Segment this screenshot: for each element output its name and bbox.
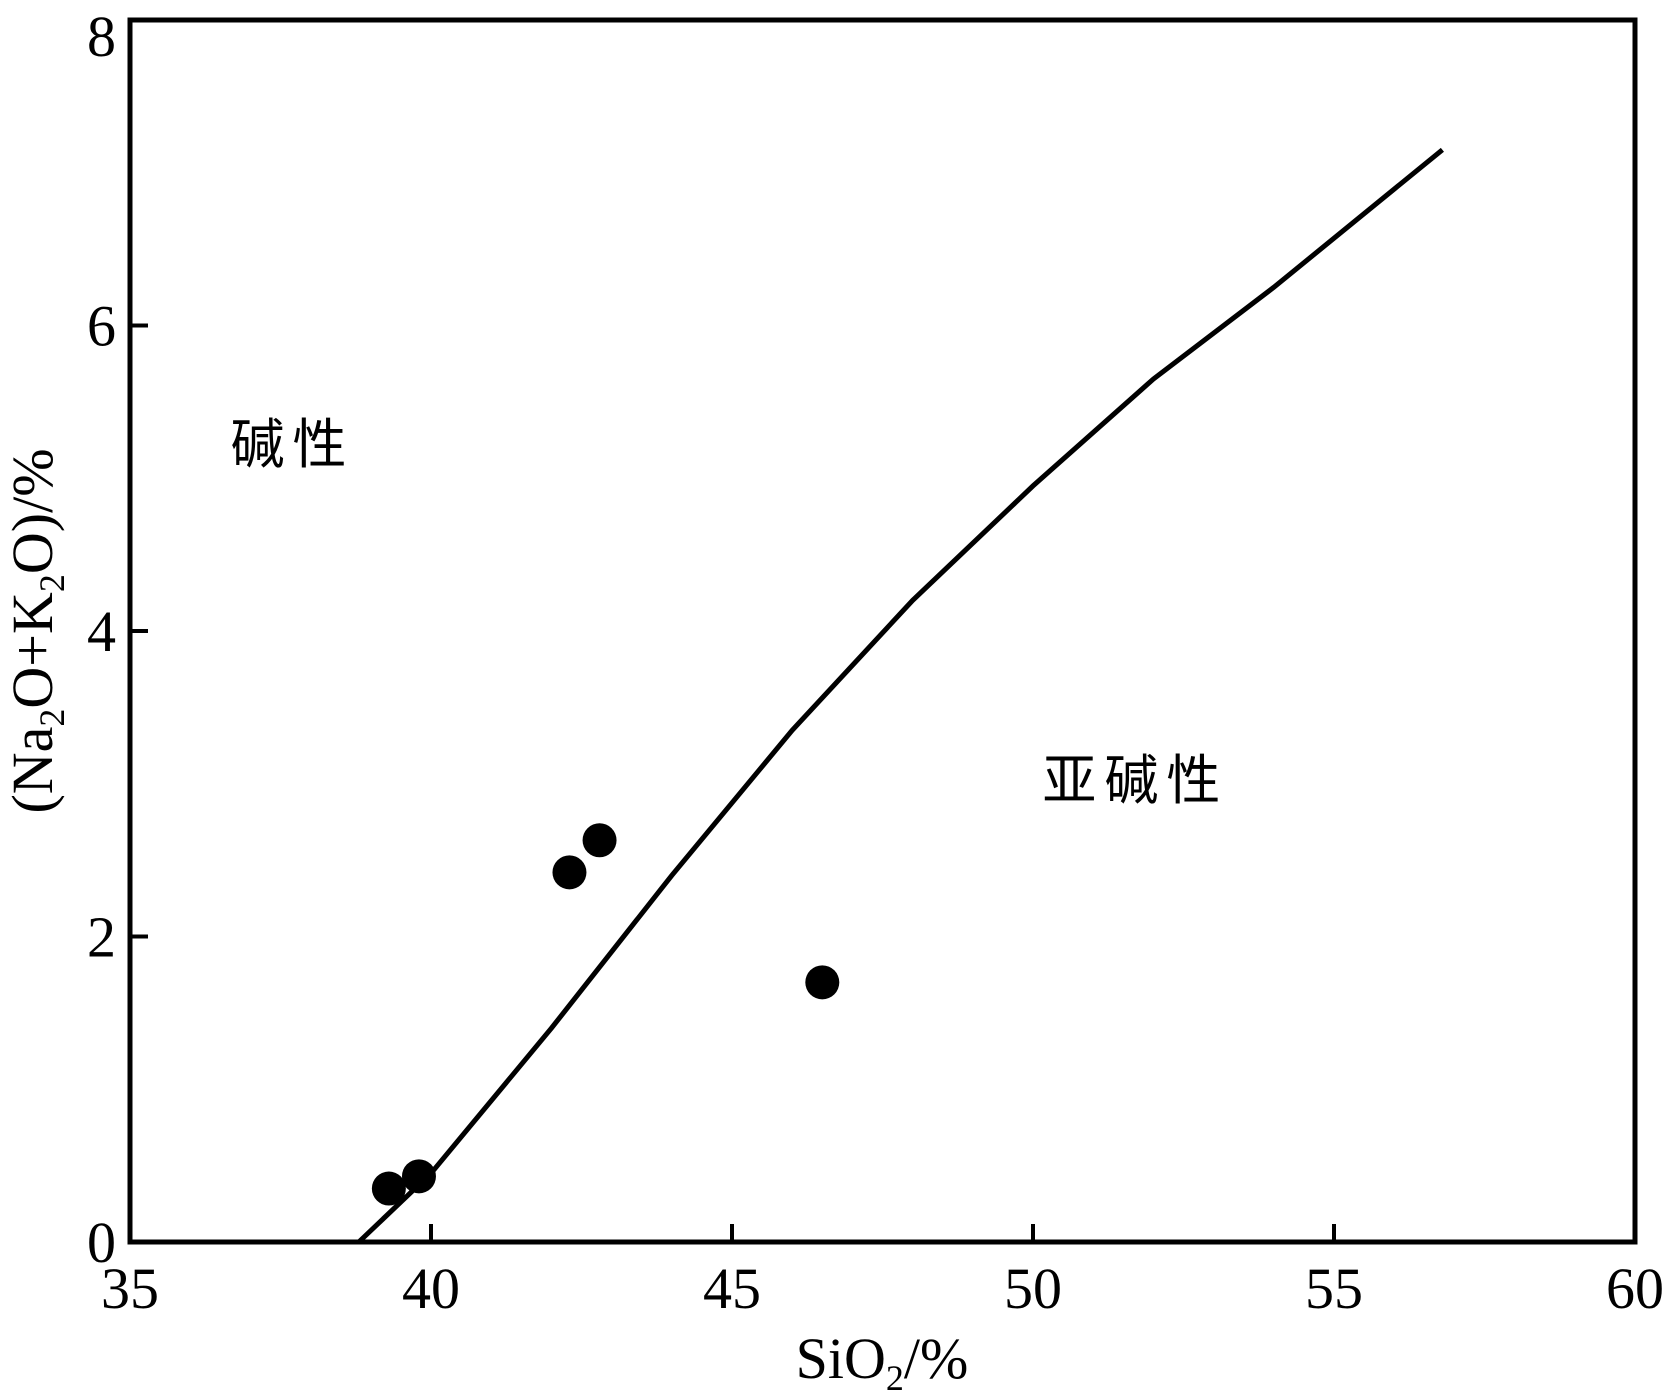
ticks	[128, 18, 1637, 1244]
data-point	[582, 823, 617, 858]
data-point	[401, 1159, 436, 1194]
y-axis-label-part-1: (Na	[0, 727, 65, 814]
x-tick-label: 40	[402, 1256, 460, 1321]
region-label: 亚碱性	[1042, 749, 1228, 812]
y-tick-label: 8	[87, 4, 116, 69]
x-axis-label-suffix: /%	[904, 1326, 968, 1391]
x-axis-label-sub: 2	[886, 1358, 904, 1393]
y-tick-label: 6	[87, 294, 116, 359]
x-tick-label: 55	[1305, 1256, 1363, 1321]
y-axis-label-part-2: O+K	[0, 592, 65, 709]
y-tick-label: 4	[87, 599, 116, 664]
x-tick-label: 35	[101, 1256, 159, 1321]
data-point	[805, 965, 840, 1000]
boundary-line	[357, 147, 1444, 1244]
data-points	[371, 823, 840, 1206]
tick-labels: 35 40 45 50 55 60 0 2 4 6 8	[87, 4, 1664, 1321]
y-tick-label: 0	[87, 1210, 116, 1275]
region-label: 碱性	[231, 413, 355, 476]
data-point	[371, 1171, 406, 1206]
x-tick-label: 45	[703, 1256, 761, 1321]
y-axis-label-part-3: O)/%	[0, 448, 65, 574]
y-axis-label: (Na2O+K2O)/%	[0, 448, 72, 813]
y-tick-label: 2	[87, 905, 116, 970]
y-axis-label-sub-2: 2	[32, 574, 72, 592]
x-axis-label-main: SiO	[796, 1326, 886, 1391]
data-point	[552, 855, 587, 890]
x-tick-label: 50	[1004, 1256, 1062, 1321]
x-axis-label: SiO2/%	[796, 1326, 969, 1393]
x-tick-label: 60	[1606, 1256, 1664, 1321]
y-axis-label-sub-1: 2	[32, 709, 72, 727]
